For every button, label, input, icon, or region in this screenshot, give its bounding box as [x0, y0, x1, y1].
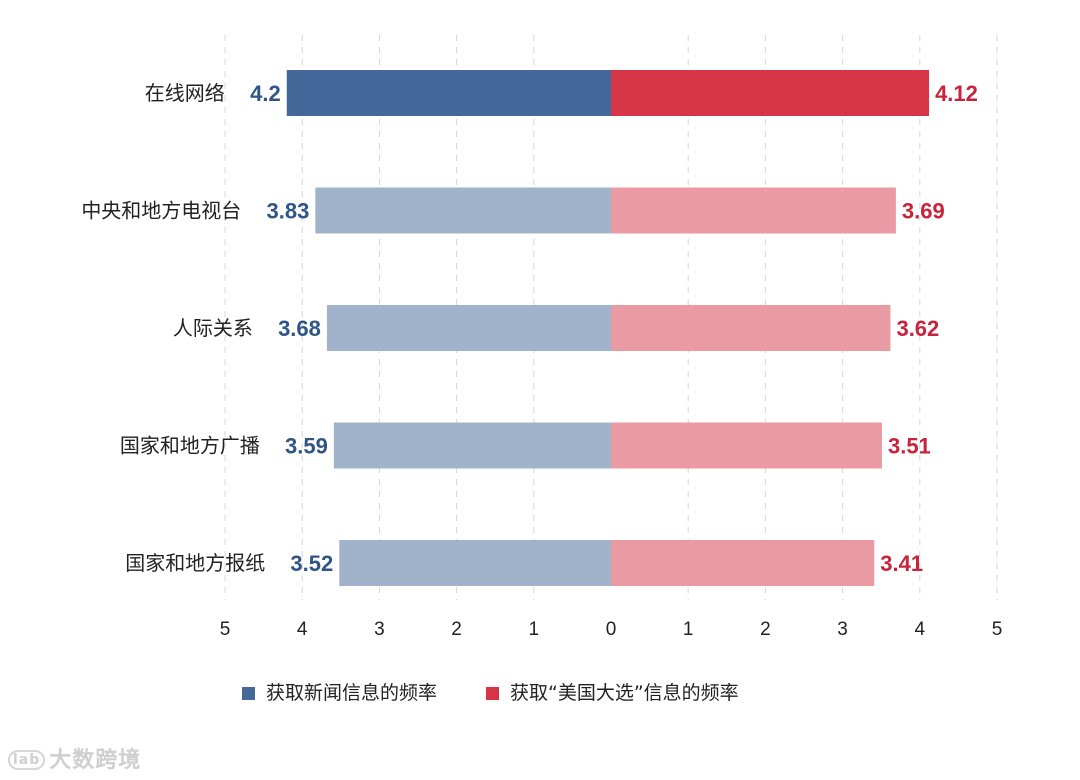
- category-label: 国家和地方广播: [120, 434, 260, 458]
- bar-left-4: [333, 422, 611, 469]
- category-label: 在线网络: [145, 81, 225, 105]
- value-label-left: 3.68: [278, 316, 321, 341]
- value-label-left: 3.59: [285, 434, 328, 459]
- bar-left-2: [315, 187, 611, 234]
- bar-left-1: [286, 70, 611, 116]
- x-tick-label: 1: [529, 619, 540, 640]
- bar-right-3: [611, 305, 891, 351]
- x-tick-label: 3: [374, 619, 385, 640]
- value-label-right: 3.62: [896, 316, 939, 341]
- bar-right-2: [611, 187, 896, 234]
- category-label: 国家和地方报纸: [125, 551, 265, 575]
- x-tick-label: 5: [220, 619, 231, 640]
- legend-swatch-news: [242, 687, 255, 700]
- legend-label-news: 获取新闻信息的频率: [266, 682, 437, 704]
- value-label-left: 3.52: [290, 551, 333, 576]
- category-label: 中央和地方电视台: [81, 199, 241, 223]
- x-tick-label: 3: [837, 619, 848, 640]
- bar-right-1: [611, 70, 930, 116]
- legend-swatch-election: [486, 687, 499, 700]
- bar-right-5: [611, 540, 875, 586]
- legend-label-election: 获取“美国大选”信息的频率: [510, 682, 739, 704]
- value-label-left: 3.83: [266, 199, 309, 224]
- x-tick-label: 4: [915, 619, 926, 640]
- labels: 4.2 4.12 在线网络 3.83 3.69 中央和地方电视台 3.68 3.62 人际关系 3…: [81, 81, 978, 576]
- bars: [286, 70, 930, 586]
- watermark-text: 大数跨境: [49, 748, 142, 773]
- category-label: 人际关系: [173, 316, 253, 340]
- bar-right-4: [611, 422, 882, 469]
- x-tick-label: 2: [760, 619, 771, 640]
- value-label-right: 3.41: [880, 551, 923, 576]
- grid-lines: [224, 35, 998, 600]
- value-label-right: 3.69: [902, 199, 945, 224]
- value-label-right: 4.12: [935, 81, 978, 106]
- bar-left-3: [326, 305, 611, 351]
- x-tick-label: 2: [451, 619, 462, 640]
- value-label-left: 4.2: [250, 81, 281, 106]
- legend: 获取新闻信息的频率 获取“美国大选”信息的频率: [242, 682, 739, 704]
- watermark: lab 大数跨境: [8, 742, 141, 774]
- value-label-right: 3.51: [888, 434, 931, 459]
- watermark-logo-icon: lab: [8, 750, 46, 770]
- x-tick-label: 1: [683, 619, 694, 640]
- bar-left-5: [339, 540, 611, 586]
- x-tick-label: 0: [606, 619, 617, 640]
- x-axis-ticks: 5 4 3 2 1 0 1 2 3 4 5: [220, 619, 1003, 640]
- x-tick-label: 4: [297, 619, 308, 640]
- x-tick-label: 5: [992, 619, 1003, 640]
